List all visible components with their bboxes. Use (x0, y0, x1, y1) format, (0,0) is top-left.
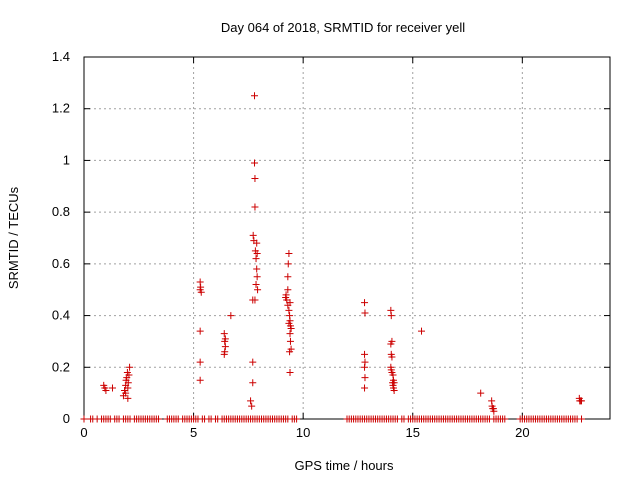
data-point (361, 363, 369, 371)
data-point (251, 175, 259, 183)
data-point (284, 301, 292, 309)
data-point (293, 415, 301, 423)
data-point (196, 286, 204, 294)
y-tick-label: 0.4 (52, 308, 70, 323)
data-point (221, 335, 229, 343)
data-point (102, 387, 110, 395)
y-tick-label: 0.2 (52, 359, 70, 374)
data-point (122, 389, 130, 397)
data-point (286, 348, 294, 356)
data-point (253, 239, 261, 247)
data-point (285, 250, 293, 258)
data-point (221, 348, 229, 356)
y-tick-label: 0.6 (52, 256, 70, 271)
data-points (80, 92, 586, 423)
x-tick-label: 15 (406, 425, 420, 440)
axis-ticks (83, 56, 610, 420)
data-point (418, 327, 426, 335)
plot-area-frame (83, 56, 611, 420)
data-point (285, 306, 293, 314)
data-point (80, 415, 88, 423)
x-tick-label: 10 (296, 425, 310, 440)
data-point (282, 291, 290, 299)
data-point (284, 286, 292, 294)
data-point (254, 286, 262, 294)
data-point (124, 379, 132, 387)
data-point (125, 371, 133, 379)
y-tick-label: 1.4 (52, 49, 70, 64)
data-point (489, 405, 497, 413)
y-tick-label: 0 (63, 411, 70, 426)
data-point (361, 384, 369, 392)
data-point (251, 296, 259, 304)
data-point (124, 394, 132, 402)
data-point (252, 281, 260, 289)
data-point (286, 330, 294, 338)
y-tick-label: 0.8 (52, 204, 70, 219)
data-point (578, 397, 586, 405)
data-point (389, 379, 397, 387)
data-point (284, 260, 292, 268)
x-tick-label: 0 (80, 425, 87, 440)
data-point (251, 92, 259, 100)
data-point (361, 374, 369, 382)
data-point (387, 312, 395, 320)
data-point (477, 389, 485, 397)
y-tick-label: 1 (63, 152, 70, 167)
x-tick-label: 20 (515, 425, 529, 440)
grid-lines (84, 57, 610, 419)
data-point (387, 340, 395, 348)
y-tick-label: 1.2 (52, 101, 70, 116)
x-tick-label: 5 (190, 425, 197, 440)
data-point (253, 273, 261, 281)
data-point (249, 231, 257, 239)
data-point (220, 330, 228, 338)
data-point (361, 299, 369, 307)
data-point (361, 350, 369, 358)
data-point (361, 309, 369, 317)
data-point (252, 255, 260, 263)
data-point (287, 325, 295, 332)
data-point (253, 250, 261, 258)
data-point (286, 337, 294, 345)
chart-title: Day 064 of 2018, SRMTID for receiver yel… (221, 20, 465, 35)
data-point (501, 415, 509, 423)
data-point (221, 343, 229, 351)
data-point (285, 319, 293, 327)
data-point (247, 397, 255, 405)
x-axis-label: GPS time / hours (295, 458, 394, 473)
data-point (196, 358, 204, 366)
data-point (126, 363, 134, 371)
y-axis-label: SRMTID / TECUs (6, 186, 21, 289)
data-point (251, 159, 259, 167)
data-point (284, 273, 292, 281)
data-point (286, 368, 294, 376)
data-point (196, 327, 204, 335)
data-point (390, 387, 398, 395)
data-point (253, 265, 261, 273)
data-point (249, 379, 257, 387)
data-point (248, 402, 256, 410)
data-point (155, 415, 163, 423)
data-point (196, 376, 204, 384)
data-point (388, 353, 396, 361)
data-point (108, 384, 116, 392)
y-tick-labels: 0 0.2 0.4 0.6 0.8 1 1.2 1.4 (52, 49, 70, 426)
data-point (251, 203, 259, 211)
data-point (578, 415, 586, 423)
x-tick-labels: 0 5 10 15 20 (80, 425, 529, 440)
data-point (249, 358, 257, 366)
data-point (227, 312, 235, 320)
